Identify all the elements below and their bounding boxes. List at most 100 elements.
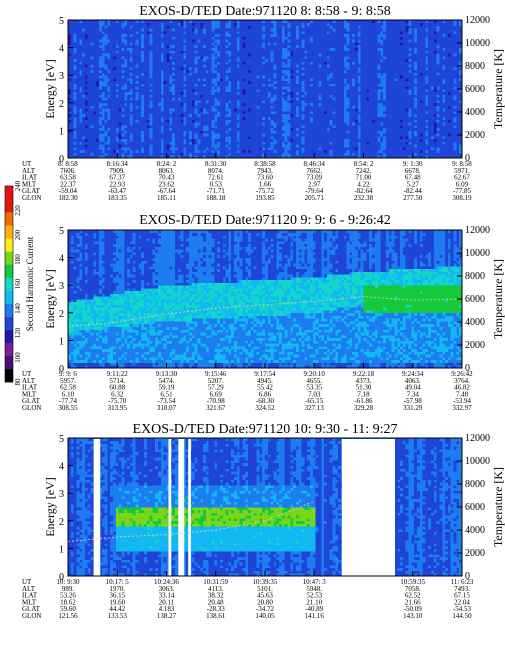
spectrogram-cell xyxy=(113,37,116,40)
spectrogram-cell xyxy=(304,133,307,136)
spectrogram-cell xyxy=(133,139,136,142)
spectrogram-cell xyxy=(71,31,74,34)
spectrogram-cell xyxy=(228,141,231,144)
spectrogram-cell xyxy=(107,26,110,29)
spectrogram-cell xyxy=(237,61,240,64)
spectrogram-cell xyxy=(271,122,274,125)
spectrogram-cell xyxy=(279,75,282,78)
spectrogram-cell xyxy=(91,34,94,37)
spectrogram-cell xyxy=(102,31,105,34)
spectrogram-cell xyxy=(158,97,161,100)
spectrogram-cell xyxy=(290,72,293,75)
spectrogram-cell xyxy=(338,144,341,147)
spectrogram-cell xyxy=(147,108,150,111)
spectrogram-cell xyxy=(147,117,150,120)
spectrogram-cell xyxy=(271,128,274,131)
spectrogram-cell xyxy=(307,141,310,144)
spectrogram-cell xyxy=(223,42,226,45)
spectrogram-cell xyxy=(136,31,139,34)
spectrogram-cell xyxy=(240,78,243,81)
spectrogram-cell xyxy=(76,89,79,92)
spectrogram-cell xyxy=(152,89,155,92)
spectrogram-cell xyxy=(290,39,293,42)
spectrogram-cell xyxy=(313,75,316,78)
spectrogram-cell xyxy=(276,28,279,31)
spectrogram-cell xyxy=(245,141,248,144)
spectrogram-cell xyxy=(268,119,271,122)
spectrogram-cell xyxy=(327,75,330,78)
spectrogram-cell xyxy=(167,103,170,106)
spectrogram-cell xyxy=(341,144,344,147)
spectrogram-cell xyxy=(302,61,305,64)
spectrogram-cell xyxy=(310,97,313,100)
spectrogram-cell xyxy=(209,125,212,128)
spectrogram-cell xyxy=(265,103,268,106)
spectrogram-cell xyxy=(195,128,198,131)
spectrogram-cell xyxy=(237,48,240,51)
spectrogram-cell xyxy=(99,81,102,84)
spectrogram-cell xyxy=(254,106,257,109)
spectrogram-cell xyxy=(105,106,108,109)
spectrogram-cell xyxy=(141,122,144,125)
spectrogram-cell xyxy=(91,122,94,125)
spectrogram-cell xyxy=(290,67,293,70)
spectrogram-cell xyxy=(271,141,274,144)
spectrogram-cell xyxy=(296,95,299,98)
spectrogram-cell xyxy=(240,89,243,92)
spectrogram-cell xyxy=(304,53,307,56)
spectrogram-cell xyxy=(121,106,124,109)
spectrogram-cell xyxy=(189,152,192,155)
spectrogram-cell xyxy=(200,70,203,73)
spectrogram-cell xyxy=(206,86,209,89)
spectrogram-cell xyxy=(231,128,234,131)
spectrogram-cell xyxy=(152,95,155,98)
spectrogram-cell xyxy=(172,128,175,131)
spectrogram-cell xyxy=(290,130,293,133)
spectrogram-cell xyxy=(271,75,274,78)
spectrogram-cell xyxy=(105,114,108,117)
spectrogram-cell xyxy=(290,50,293,53)
spectrogram-cell xyxy=(195,111,198,114)
spectrogram-cell xyxy=(186,141,189,144)
spectrogram-cell xyxy=(172,42,175,45)
spectrogram-cell xyxy=(333,45,336,48)
spectrogram-cell xyxy=(155,144,158,147)
spectrogram-cell xyxy=(237,133,240,136)
spectrogram-cell xyxy=(310,128,313,131)
spectrogram-cell xyxy=(276,31,279,34)
spectrogram-cell xyxy=(150,147,153,150)
spectrogram-cell xyxy=(91,128,94,131)
spectrogram-cell xyxy=(316,125,319,128)
spectrogram-cell xyxy=(183,37,186,40)
spectrogram-cell xyxy=(302,130,305,133)
spectrogram-cell xyxy=(333,125,336,128)
spectrogram-cell xyxy=(248,72,251,75)
spectrogram-cell xyxy=(102,125,105,128)
spectrogram-cell xyxy=(105,39,108,42)
spectrogram-cell xyxy=(181,92,184,95)
spectrogram-cell xyxy=(288,81,291,84)
spectrogram-cell xyxy=(82,50,85,53)
spectrogram-cell xyxy=(335,89,338,92)
spectrogram-cell xyxy=(136,37,139,40)
spectrogram-cell xyxy=(96,141,99,144)
spectrogram-cell xyxy=(248,86,251,89)
spectrogram-cell xyxy=(324,23,327,26)
spectrogram-cell xyxy=(152,59,155,62)
spectrogram-cell xyxy=(172,147,175,150)
spectrogram-cell xyxy=(96,117,99,120)
spectrogram-cell xyxy=(183,89,186,92)
spectrogram-cell xyxy=(333,28,336,31)
spectrogram-cell xyxy=(189,95,192,98)
spectrogram-cell xyxy=(307,147,310,150)
spectrogram-cell xyxy=(74,70,77,73)
spectrogram-cell xyxy=(116,106,119,109)
spectrogram-cell xyxy=(231,141,234,144)
spectrogram-cell xyxy=(195,39,198,42)
spectrogram-cell xyxy=(335,141,338,144)
spectrogram-cell xyxy=(341,23,344,26)
spectrogram-cell xyxy=(203,139,206,142)
spectrogram-cell xyxy=(310,136,313,139)
spectrogram-cell xyxy=(296,141,299,144)
spectrogram-cell xyxy=(93,133,96,136)
